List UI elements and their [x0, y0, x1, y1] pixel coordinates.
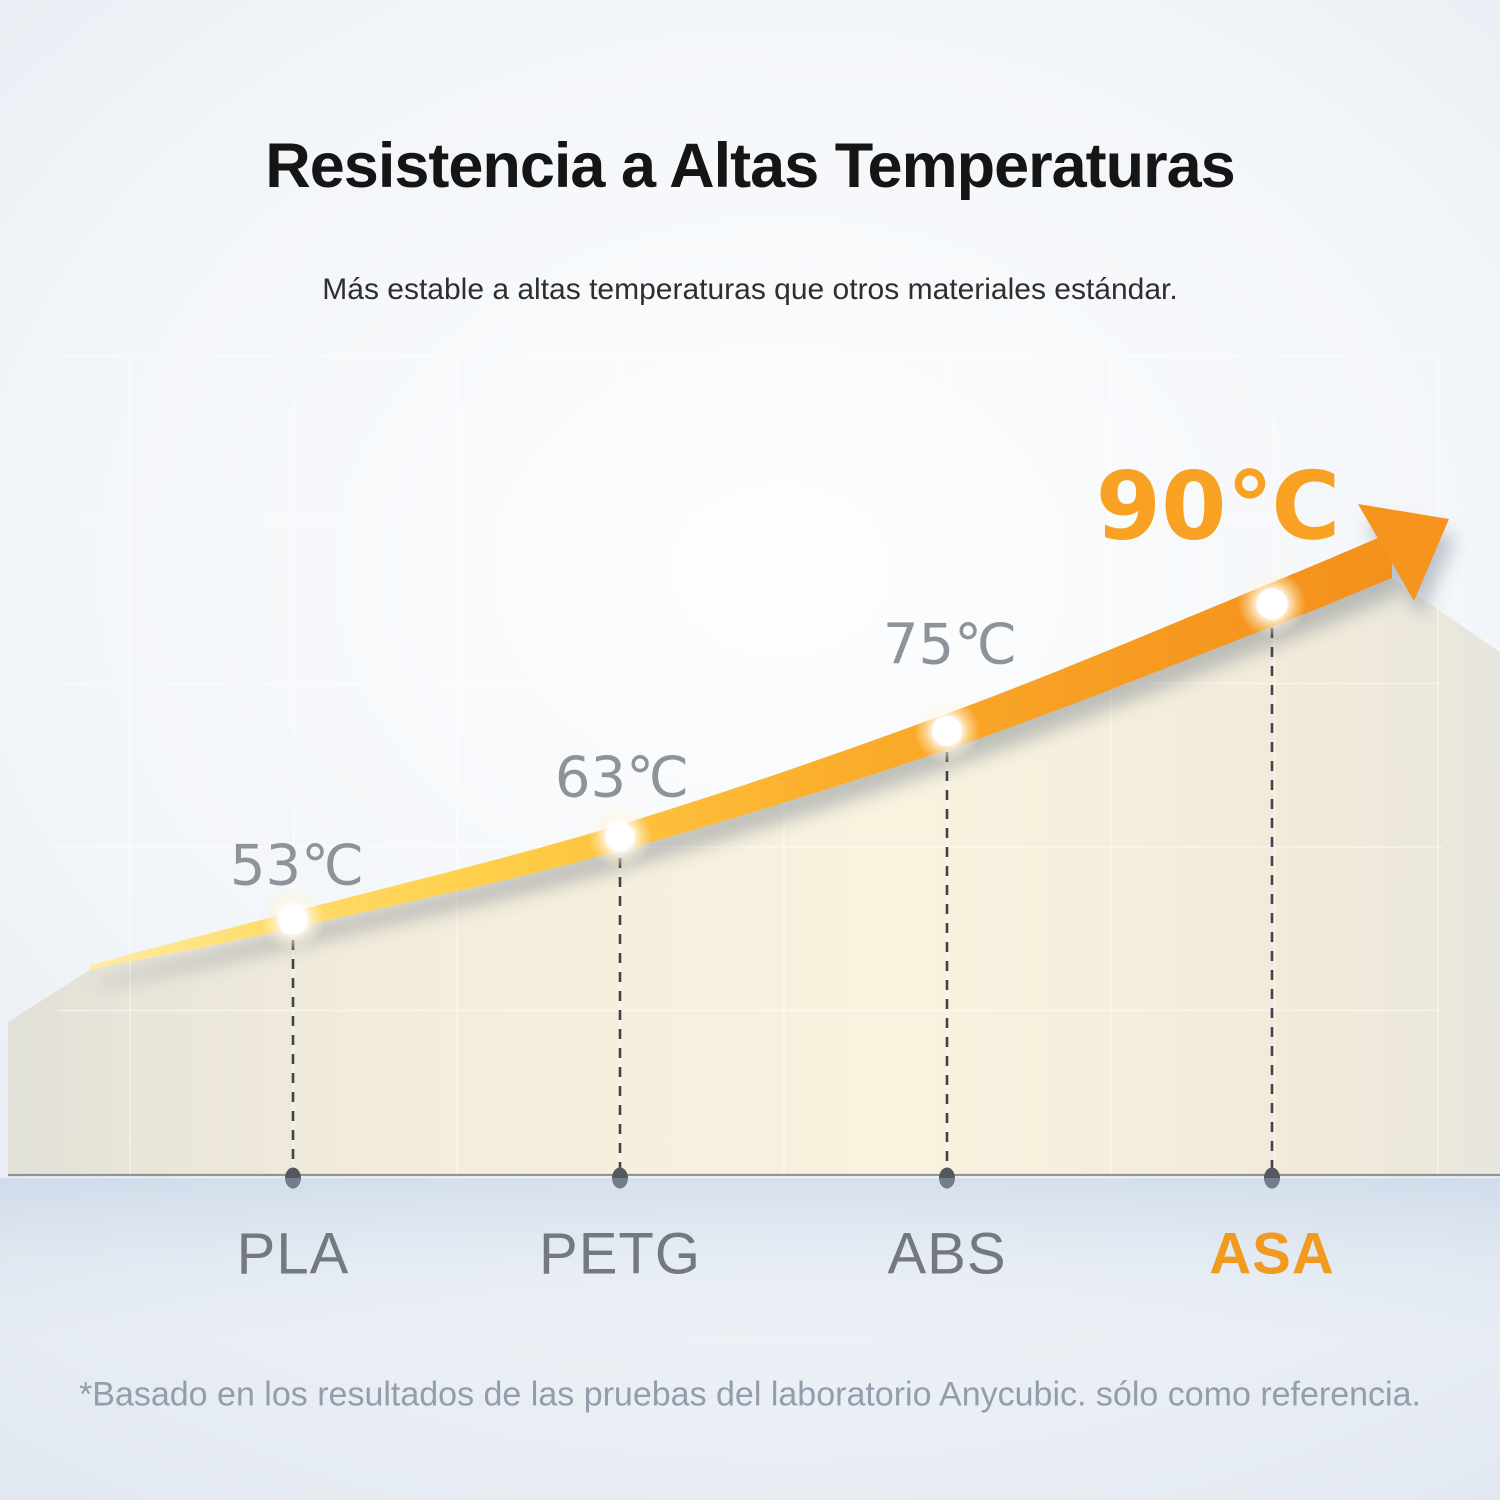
axis-dot-petg — [612, 1167, 628, 1189]
page-title: Resistencia a Altas Temperaturas — [265, 131, 1235, 201]
baseline-blue-band — [0, 1178, 1500, 1338]
data-point-petg — [588, 805, 652, 869]
footnote: *Basado en los resultados de las pruebas… — [79, 1375, 1421, 1414]
trend-arrowhead — [1358, 504, 1449, 601]
data-points — [261, 570, 1306, 952]
value-label-abs: 75℃ — [882, 612, 1018, 678]
area-under-curve — [8, 578, 1500, 1174]
data-point-abs — [914, 698, 980, 764]
category-label-pla: PLA — [236, 1221, 350, 1287]
axis-dot-asa — [1264, 1167, 1280, 1189]
page-subtitle: Más estable a altas temperaturas que otr… — [322, 273, 1178, 306]
data-point-pla — [261, 888, 325, 952]
axis-tick-dots — [285, 1167, 1280, 1189]
axis-dot-pla — [285, 1167, 301, 1189]
value-label-petg: 63℃ — [554, 745, 690, 811]
axis-dot-abs — [939, 1167, 955, 1189]
category-label-petg: PETG — [539, 1221, 701, 1287]
leader-lines — [291, 628, 1274, 1170]
value-label-pla: 53℃ — [229, 833, 365, 899]
category-label-asa: ASA — [1209, 1221, 1335, 1287]
category-label-abs: ABS — [887, 1221, 1007, 1287]
value-label-asa: 90℃ — [1095, 452, 1341, 562]
data-point-asa — [1238, 570, 1306, 638]
